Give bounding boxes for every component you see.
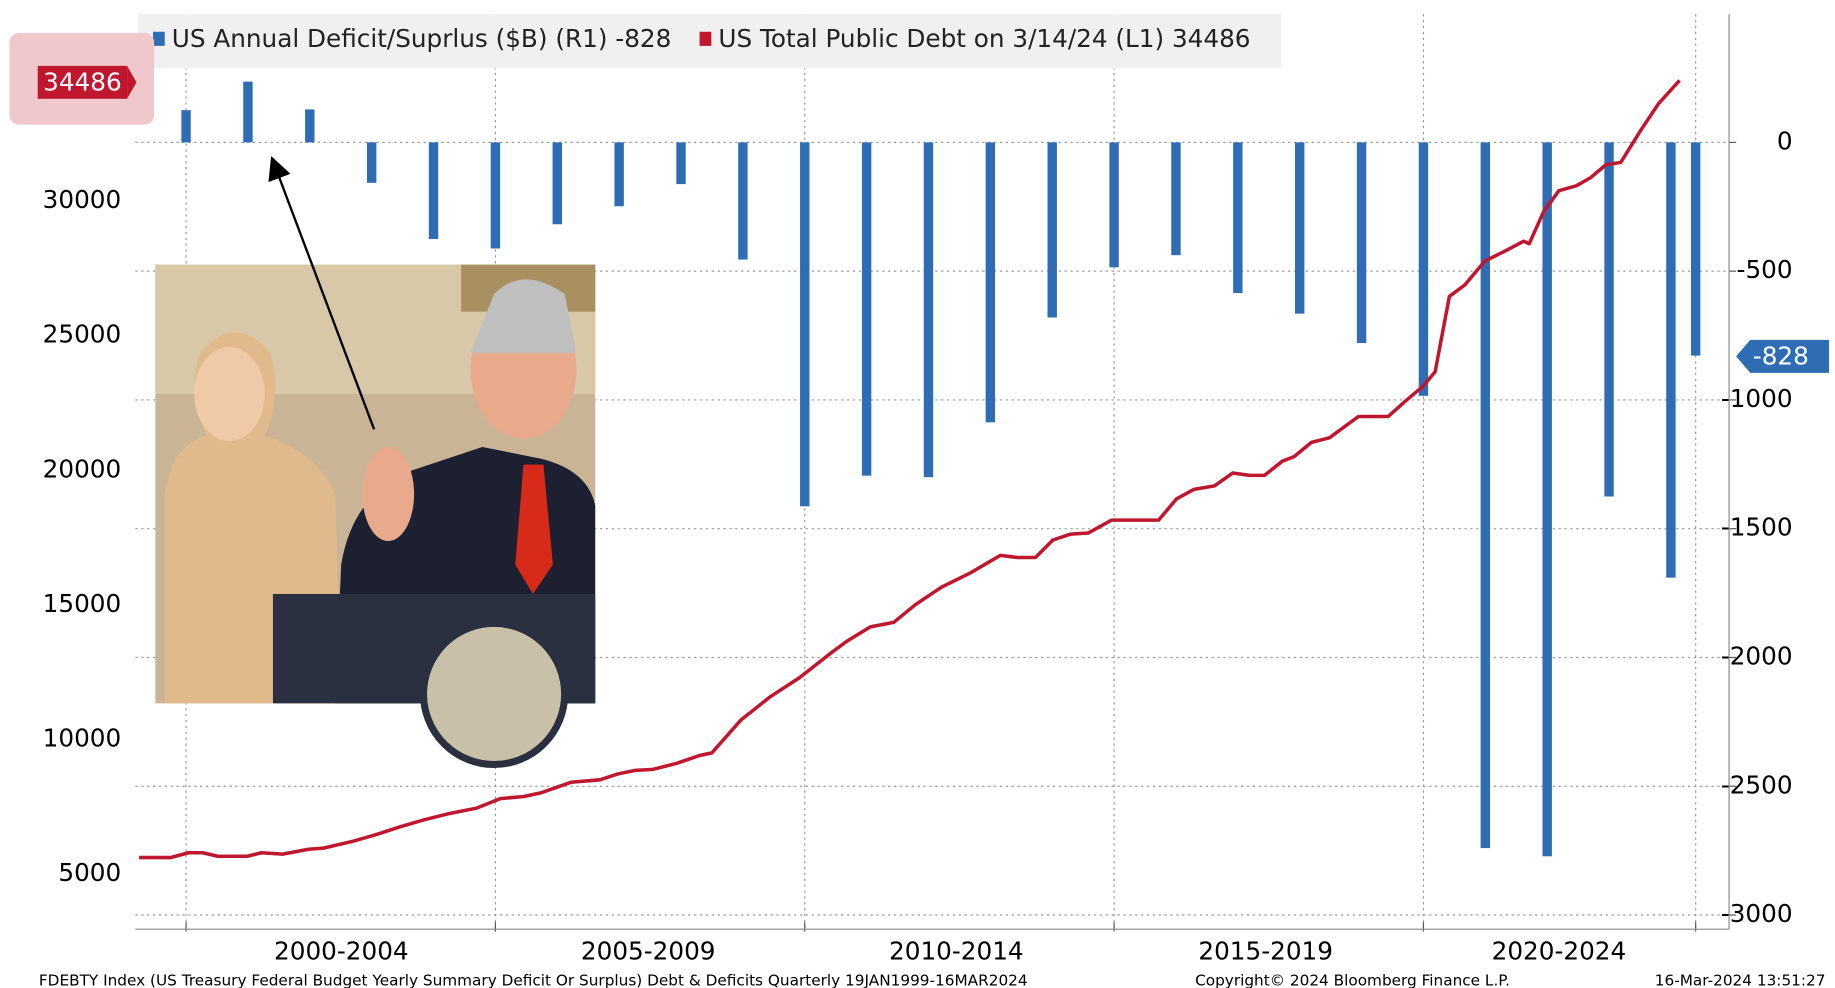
- timestamp: 16-Mar-2024 13:51:27: [1655, 971, 1826, 988]
- y2-tick-label: -500: [1737, 255, 1793, 284]
- photo-tie: [515, 464, 553, 594]
- bar: [861, 142, 872, 476]
- bar: [1109, 142, 1119, 268]
- bar: [1418, 142, 1429, 396]
- y2-tick-label: 0: [1777, 126, 1793, 155]
- y-tick-label: 15000: [43, 589, 122, 618]
- last-value-label: -828: [1753, 342, 1809, 371]
- photo-face-left: [194, 346, 265, 442]
- bar: [1294, 142, 1305, 314]
- x-tick-label: 2020-2024: [1492, 937, 1627, 966]
- y2-tick-label: -1500: [1721, 513, 1793, 542]
- y-tick-label: 30000: [43, 185, 122, 214]
- bar: [181, 110, 191, 143]
- x-tick-label: 2000-2004: [274, 937, 409, 966]
- legend-swatch: [152, 31, 165, 46]
- legend-label: US Annual Deficit/Suprlus ($B) (R1) -828: [172, 24, 672, 53]
- bar: [1233, 142, 1243, 294]
- bar: [552, 142, 562, 225]
- x-tick-label: 2005-2009: [581, 937, 716, 966]
- y2-tick-label: -1000: [1721, 384, 1793, 413]
- bar: [1666, 142, 1676, 578]
- bar: [428, 142, 439, 239]
- legend-swatch: [699, 31, 712, 46]
- photo-hair: [470, 279, 577, 353]
- bar: [1690, 142, 1701, 356]
- bar: [1171, 142, 1181, 256]
- y2-tick-label: -2000: [1721, 641, 1793, 670]
- last-value-badge: [37, 65, 128, 99]
- bar: [1480, 142, 1491, 849]
- y-tick-label: 20000: [43, 454, 122, 483]
- legend: US Annual Deficit/Suprlus ($B) (R1) -828…: [152, 24, 1251, 53]
- y-tick-label: 10000: [43, 723, 122, 752]
- x-tick-label: 2010-2014: [889, 937, 1024, 966]
- photo-seal: [419, 619, 569, 769]
- bar: [1356, 142, 1367, 344]
- y-tick-label: 5000: [58, 858, 121, 887]
- bar: [614, 142, 624, 207]
- bar: [1604, 142, 1614, 497]
- grid-layer: 2000-2004 2005-2009 2010-2014 2015-2019 2020…: [43, 14, 1793, 966]
- bar: [1542, 142, 1552, 857]
- bar: [243, 81, 253, 143]
- legend-label: US Total Public Debt on 3/14/24 (L1) 344…: [718, 24, 1250, 53]
- bar: [490, 142, 501, 249]
- copyright: Copyright© 2024 Bloomberg Finance L.P.: [1195, 971, 1510, 988]
- marks-layer: [139, 79, 1701, 860]
- line: [139, 79, 1681, 860]
- y2-tick-label: -3000: [1721, 899, 1793, 928]
- source-note: FDEBTY Index (US Treasury Federal Budget…: [39, 971, 1028, 988]
- bar: [800, 142, 810, 507]
- bar: [985, 142, 996, 423]
- y2-tick-label: -2500: [1721, 770, 1793, 799]
- annotation-arrow: [268, 156, 376, 430]
- bar: [1047, 142, 1057, 318]
- last-value-badge: [1736, 339, 1830, 373]
- badge-pointer: [127, 65, 137, 99]
- photo-inset: [155, 264, 596, 769]
- y-tick-label: 25000: [43, 320, 122, 349]
- bar: [738, 142, 748, 260]
- x-tick-label: 2015-2019: [1198, 937, 1333, 966]
- bar: [366, 142, 377, 183]
- bar: [923, 142, 934, 478]
- last-value-label: 34486: [43, 68, 122, 97]
- bar: [305, 109, 315, 143]
- bar: [676, 142, 686, 185]
- photo-hand: [362, 446, 415, 542]
